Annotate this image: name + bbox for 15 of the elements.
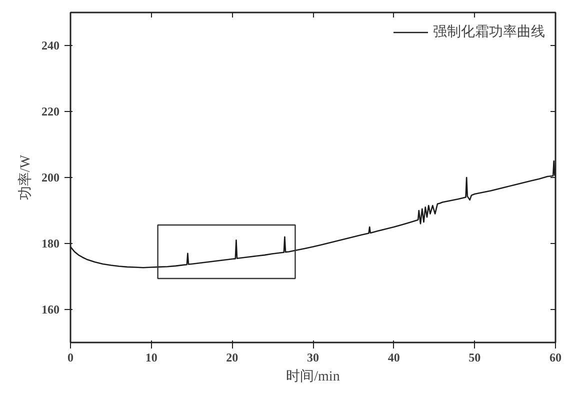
y-tick-label: 240 — [42, 38, 60, 52]
y-tick-label: 220 — [42, 104, 60, 118]
x-axis-title: 时间/min — [286, 368, 340, 384]
y-axis-title: 功率/W — [18, 154, 34, 200]
y-tick-label: 180 — [42, 236, 60, 250]
x-tick-label: 60 — [550, 350, 562, 364]
y-tick-label: 160 — [42, 302, 60, 316]
x-tick-label: 20 — [226, 350, 238, 364]
x-tick-label: 0 — [68, 350, 74, 364]
x-tick-label: 50 — [468, 350, 481, 364]
x-tick-label: 40 — [388, 350, 400, 364]
x-tick-label: 10 — [145, 350, 158, 364]
x-tick-label: 30 — [307, 350, 319, 364]
legend-label: 强制化霜功率曲线 — [433, 23, 545, 41]
y-tick-label: 200 — [42, 170, 60, 184]
